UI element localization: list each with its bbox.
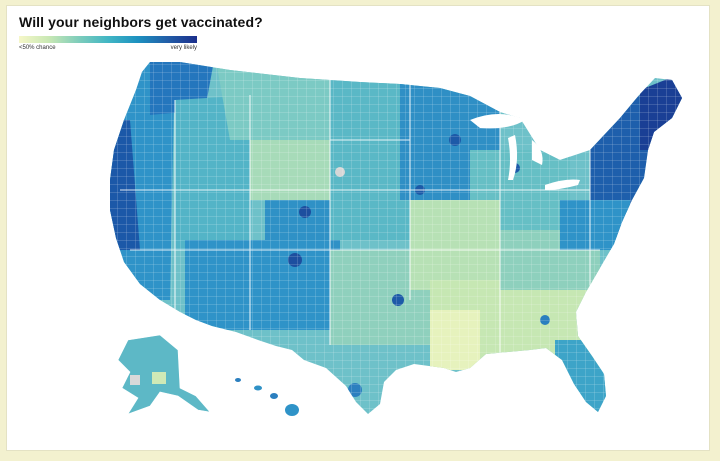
legend-color-ramp (19, 36, 197, 43)
alaska-low-region (152, 372, 166, 384)
color-legend: <50% chance very likely (19, 36, 197, 51)
alaska-no-data (130, 375, 140, 385)
lake-superior (470, 114, 525, 129)
legend-high-label: very likely (170, 45, 197, 51)
lake-huron (532, 140, 543, 165)
hawaii-island-oahu (254, 385, 262, 391)
hawaii-island-maui (270, 393, 278, 399)
hawaii-island-big-island (285, 404, 299, 416)
legend-low-label: <50% chance (19, 45, 56, 51)
page-title: Will your neighbors get vaccinated? (19, 14, 263, 30)
hawaii-island-kauai (235, 378, 241, 382)
lake-michigan (508, 135, 518, 180)
lake-erie (545, 179, 580, 190)
state-borders (120, 62, 600, 360)
